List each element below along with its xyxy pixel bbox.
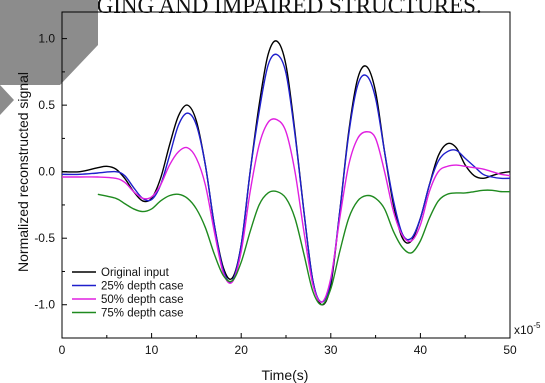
- decorative-gray-shape-small: [0, 85, 14, 115]
- x-axis-multiplier-exponent: -5: [533, 321, 541, 330]
- series-line-4: [97, 189, 511, 306]
- y-tick-label: 0.5: [38, 98, 55, 112]
- y-tick-label: 0.0: [38, 165, 55, 179]
- legend-label: 50% depth case: [101, 294, 183, 306]
- x-tick-label: 40: [414, 343, 428, 357]
- series-line-3: [61, 118, 511, 303]
- legend-label: Original input: [101, 267, 170, 279]
- series-layer: [61, 40, 511, 306]
- y-tick-label: 1.0: [38, 32, 55, 46]
- y-axis-ticks: -1.0 -0.5 0.0 0.5 1.0: [34, 32, 67, 312]
- x-tick-label: 50: [503, 343, 517, 357]
- x-tick-label: 10: [145, 343, 159, 357]
- x-tick-label: 20: [235, 343, 249, 357]
- y-axis-title: Normalized reconstructed signal: [15, 72, 31, 272]
- x-tick-label: 0: [59, 343, 66, 357]
- y-tick-label: -0.5: [34, 231, 55, 245]
- x-axis-multiplier: x10-5: [514, 321, 541, 337]
- series-line-1: [61, 40, 511, 306]
- series-line-2: [61, 53, 511, 303]
- y-tick-label: -1.0: [34, 298, 55, 312]
- decorative-gray-shape: [0, 0, 98, 85]
- background-header-text: AGING AND IMPAIRED STRUCTURES.: [80, 0, 482, 18]
- legend-label: 75% depth case: [101, 308, 183, 320]
- x-tick-label: 30: [324, 343, 338, 357]
- x-axis-ticks: 0 10 20 30 40 50: [59, 333, 517, 357]
- legend-label: 25% depth case: [101, 281, 183, 293]
- x-axis-multiplier-base: x10: [514, 323, 534, 337]
- x-axis-title: Time(s): [262, 367, 309, 383]
